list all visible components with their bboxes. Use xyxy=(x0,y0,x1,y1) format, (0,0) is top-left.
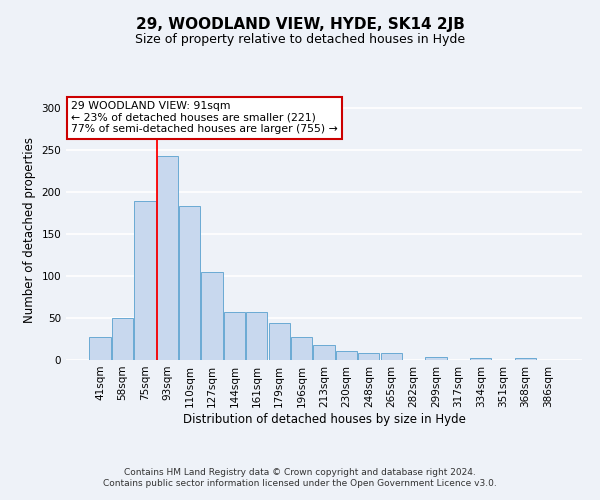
Bar xyxy=(291,338,312,360)
Text: Contains HM Land Registry data © Crown copyright and database right 2024.
Contai: Contains HM Land Registry data © Crown c… xyxy=(103,468,497,487)
Bar xyxy=(202,272,223,360)
X-axis label: Distribution of detached houses by size in Hyde: Distribution of detached houses by size … xyxy=(182,412,466,426)
Bar xyxy=(358,354,379,360)
Bar xyxy=(313,345,335,360)
Bar xyxy=(89,336,111,360)
Bar xyxy=(425,358,446,360)
Bar xyxy=(112,318,133,360)
Text: 29, WOODLAND VIEW, HYDE, SK14 2JB: 29, WOODLAND VIEW, HYDE, SK14 2JB xyxy=(136,18,464,32)
Bar xyxy=(224,312,245,360)
Text: Size of property relative to detached houses in Hyde: Size of property relative to detached ho… xyxy=(135,32,465,46)
Bar xyxy=(515,358,536,360)
Bar xyxy=(157,156,178,360)
Bar xyxy=(134,202,155,360)
Bar xyxy=(380,354,402,360)
Bar xyxy=(269,323,290,360)
Bar xyxy=(336,351,357,360)
Bar xyxy=(470,358,491,360)
Text: 29 WOODLAND VIEW: 91sqm
← 23% of detached houses are smaller (221)
77% of semi-d: 29 WOODLAND VIEW: 91sqm ← 23% of detache… xyxy=(71,102,338,134)
Bar xyxy=(179,206,200,360)
Y-axis label: Number of detached properties: Number of detached properties xyxy=(23,137,36,323)
Bar xyxy=(246,312,268,360)
